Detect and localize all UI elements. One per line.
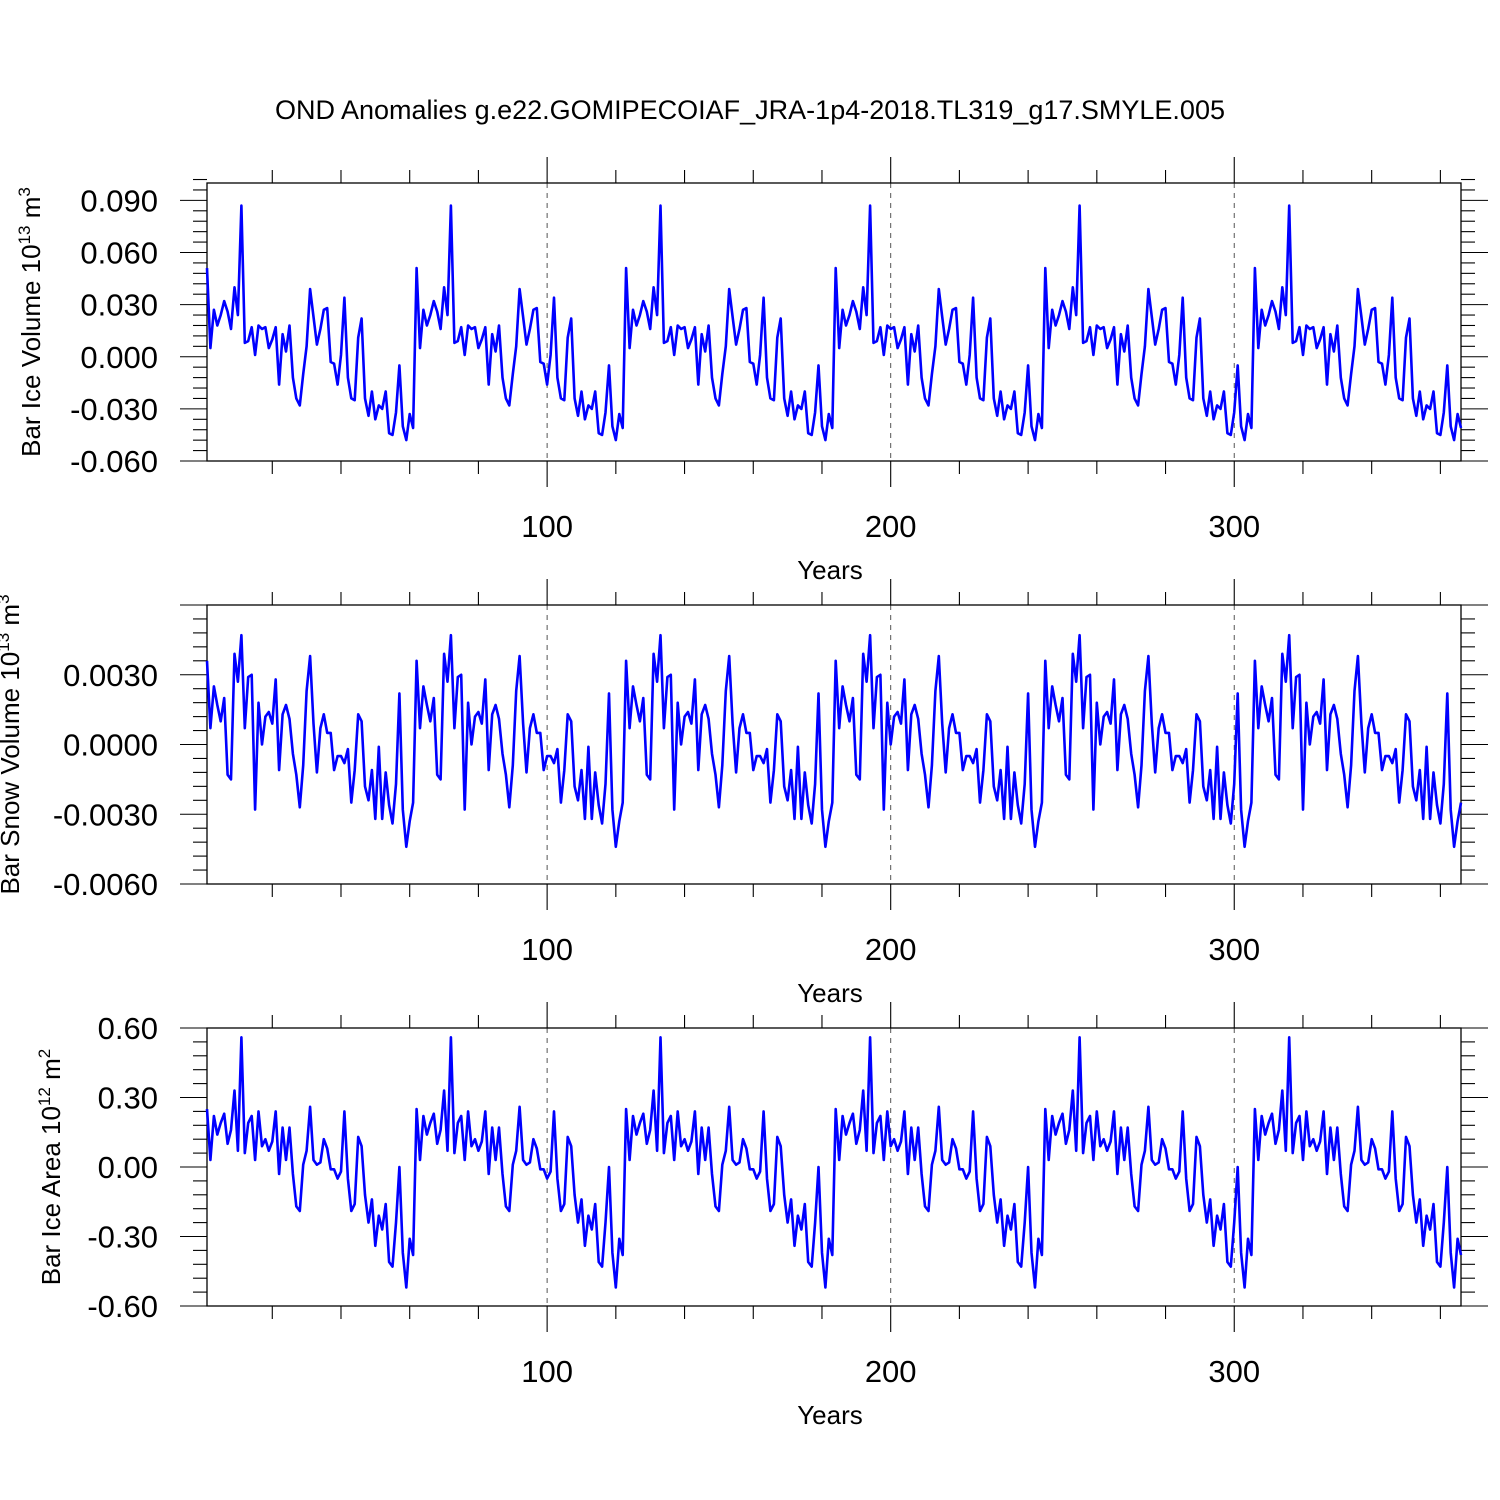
x-tick-label: 300 xyxy=(1208,509,1260,544)
x-tick-label: 200 xyxy=(865,509,917,544)
y-tick-label: -0.30 xyxy=(87,1220,158,1255)
y-axis-label-unit: m xyxy=(0,604,25,633)
y-tick-label: -0.060 xyxy=(70,444,158,479)
plot-frame xyxy=(206,182,1462,462)
x-tick-label: 200 xyxy=(865,932,917,967)
x-tick-label: 300 xyxy=(1208,932,1260,967)
panels-container: 100 200 300 Years -0.060 -0.030 0.000 0.030 0.06… xyxy=(0,157,1488,1430)
series-line xyxy=(205,633,1463,849)
y-axis-label-base: Bar Ice Volume 10 xyxy=(16,244,46,456)
y-tick-label: 0.060 xyxy=(80,236,158,271)
y-axis-label: Bar Snow Volume 1013 m3 xyxy=(0,594,25,894)
y-tick-label: 0.30 xyxy=(98,1081,158,1116)
chart-panel-1: 100 200 300 Years -0.060 -0.030 0.000 0.030 0.06… xyxy=(15,157,1488,585)
y-axis-label-exponent: 13 xyxy=(15,225,34,244)
y-tick-label: 0.0000 xyxy=(63,728,158,763)
y-tick-label: 0.60 xyxy=(98,1011,158,1046)
y-axis-label-exponent: 12 xyxy=(35,1087,54,1106)
y-tick-label: -0.0060 xyxy=(53,867,158,902)
y-tick-label: -0.030 xyxy=(70,392,158,427)
y-tick-label: 0.00 xyxy=(98,1150,158,1185)
y-tick-label: 0.030 xyxy=(80,288,158,323)
series-line xyxy=(205,204,1463,442)
chart-panel-3: 100 200 300 Years -0.60 -0.30 0.00 0.30 0.60 Bar … xyxy=(35,1002,1488,1430)
y-axis-label-unit: m xyxy=(36,1058,66,1087)
y-tick-label: 0.090 xyxy=(80,183,158,218)
y-axis-label: Bar Ice Volume 1013 m3 xyxy=(15,187,46,457)
y-axis-label: Bar Ice Area 1012 m2 xyxy=(35,1049,66,1286)
y-axis-label-unit-exponent: 3 xyxy=(0,594,13,603)
x-tick-label: 300 xyxy=(1208,1354,1260,1389)
y-tick-label: 0.000 xyxy=(80,340,158,375)
y-axis-label-exponent: 13 xyxy=(0,633,13,652)
x-tick-label: 100 xyxy=(521,1354,573,1389)
x-tick-label: 100 xyxy=(521,932,573,967)
y-axis-label-base: Bar Snow Volume 10 xyxy=(0,652,25,895)
x-axis-label: Years xyxy=(797,555,863,585)
y-axis-label-base: Bar Ice Area 10 xyxy=(36,1106,66,1285)
y-axis-label-unit-exponent: 3 xyxy=(15,187,34,196)
x-tick-label: 100 xyxy=(521,509,573,544)
x-tick-label: 200 xyxy=(865,1354,917,1389)
series-line xyxy=(205,1036,1463,1289)
y-axis-label-unit-exponent: 2 xyxy=(35,1049,54,1058)
y-axis-label-unit: m xyxy=(16,197,46,226)
y-tick-label: -0.60 xyxy=(87,1289,158,1324)
y-tick-label: -0.0030 xyxy=(53,797,158,832)
x-axis-label: Years xyxy=(797,978,863,1008)
figure-title: OND Anomalies g.e22.GOMIPECOIAF_JRA-1p4-… xyxy=(275,95,1225,125)
chart-panel-2: 100 200 300 Years -0.0060 -0.0030 0.0000 0.0030… xyxy=(0,579,1488,1008)
y-tick-label: 0.0030 xyxy=(63,658,158,693)
x-axis-label: Years xyxy=(797,1400,863,1430)
